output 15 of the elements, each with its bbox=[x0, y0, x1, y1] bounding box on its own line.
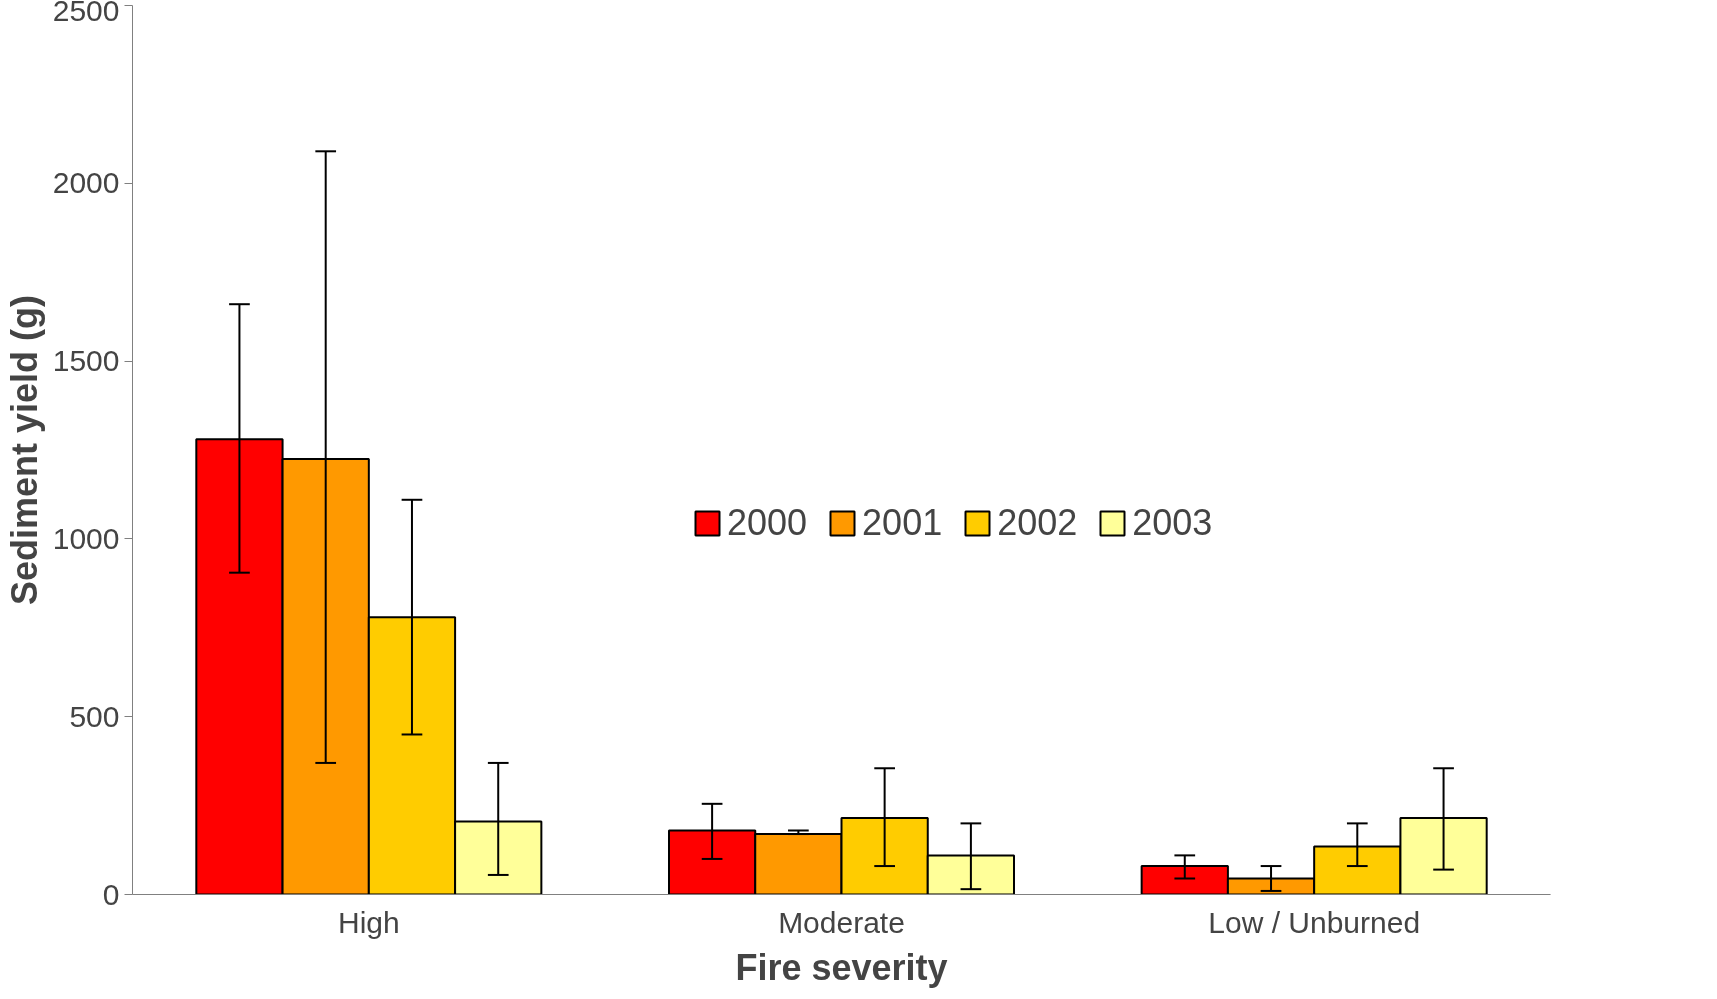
x-tick-label: High bbox=[337, 905, 400, 939]
legend-label: 2001 bbox=[862, 502, 943, 544]
legend-label: 2003 bbox=[1132, 502, 1213, 544]
y-tick-label: 2500 bbox=[52, 0, 120, 27]
y-tick-label: 1000 bbox=[52, 521, 120, 555]
y-tick-label: 500 bbox=[69, 699, 120, 733]
legend-label: 2002 bbox=[997, 502, 1078, 544]
x-axis-title: Fire severity bbox=[735, 946, 948, 988]
legend-label: 2000 bbox=[727, 502, 808, 544]
y-axis-title: Sediment yield (g) bbox=[3, 294, 45, 606]
x-tick-label: Low / Unburned bbox=[1208, 905, 1421, 939]
y-tick-label: 1500 bbox=[52, 344, 120, 378]
y-tick-label: 0 bbox=[102, 877, 120, 911]
y-tick-label: 2000 bbox=[52, 166, 120, 200]
x-tick-label: Moderate bbox=[778, 905, 905, 939]
